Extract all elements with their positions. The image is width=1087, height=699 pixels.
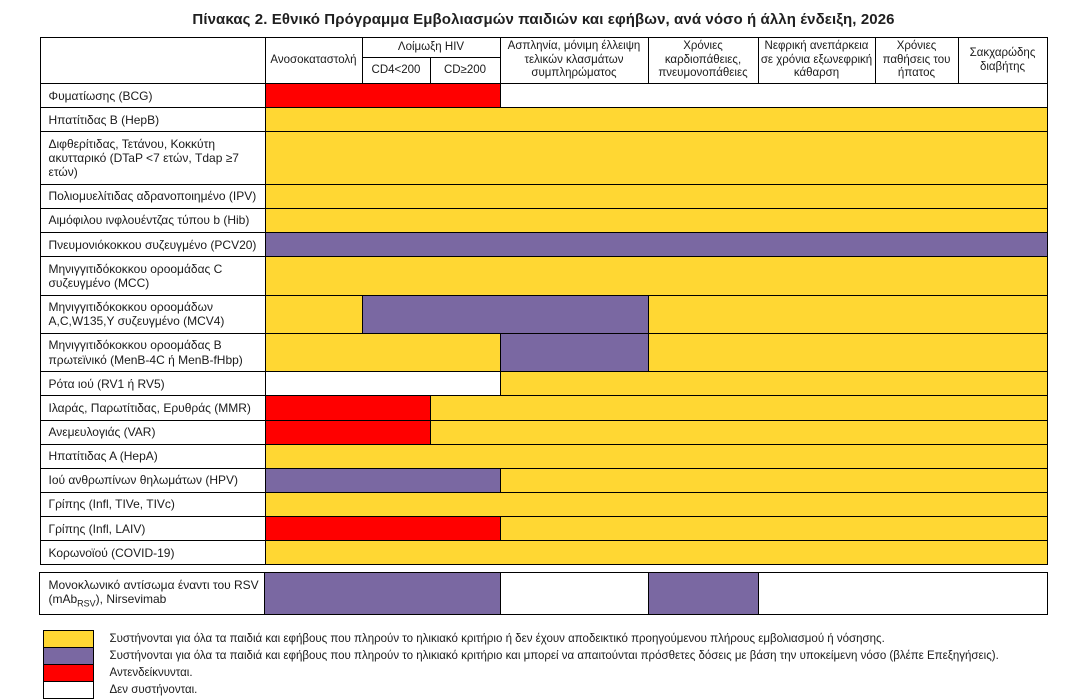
legend-item-recommended: Συστήνονται για όλα τα παιδιά και εφήβου… [42, 629, 1045, 648]
recommendation-cell-yellow [264, 256, 1048, 296]
vaccine-label: Γρίπης (Infl, TIVe, TIVc) [39, 491, 266, 518]
table-row: Ρότα ιού (RV1 ή RV5) [39, 371, 1048, 397]
legend-swatch-white [42, 680, 94, 699]
table-row: Ιού ανθρωπίνων θηλωμάτων (HPV) [39, 467, 1048, 493]
recommendation-cell-yellow [264, 332, 501, 373]
recommendation-cell-red [264, 516, 501, 542]
recommendation-cell-yellow [429, 395, 1048, 421]
table-row: Ηπατίτιδας Α (HepA) [39, 443, 1048, 469]
recommendation-cell-red [264, 419, 431, 445]
corner-cell [39, 37, 266, 84]
table-row: Κορωνοϊού (COVID-19) [39, 540, 1048, 566]
col-header-immunosuppression: Ανοσοκαταστολή [264, 37, 363, 84]
table-row: Μηνιγγιτιδόκοκκου οροομάδας C συζευγμένο… [39, 256, 1048, 296]
table-row: Ιλαράς, Παρωτίτιδας, Ερυθράς (MMR) [39, 395, 1048, 421]
recommendation-cell-red [264, 82, 501, 109]
vaccine-label: Ανεμευλογιάς (VAR) [39, 419, 266, 445]
recommendation-cell-red [264, 395, 431, 421]
rsv-table: Μονοκλωνικό αντίσωμα έναντι του RSV (mAb… [39, 572, 1048, 615]
vaccine-label: Μηνιγγιτιδόκοκκου οροομάδων A,C,W135,Y σ… [39, 294, 266, 334]
col-header-cd4-low: CD4<200 [361, 57, 431, 84]
recommendation-cell-yellow [647, 294, 1048, 334]
recommendation-cell-purple [499, 332, 649, 373]
recommendation-cell-purple [264, 572, 501, 615]
table-row: Μονοκλωνικό αντίσωμα έναντι του RSV (mAb… [39, 572, 1048, 615]
table-header: Ανοσοκαταστολή Λοίμωξη HIV Ασπληνία, μόν… [39, 37, 1048, 84]
vaccine-label: Πνευμονιόκοκκου συζευγμένο (PCV20) [39, 232, 266, 258]
recommendation-cell-white [264, 371, 501, 397]
table-row: Διφθερίτιδας, Τετάνου, Κοκκύτη ακυτταρικ… [39, 131, 1048, 185]
vaccine-label: Ιλαράς, Παρωτίτιδας, Ερυθράς (MMR) [39, 395, 266, 421]
page-title: Πίνακας 2. Εθνικό Πρόγραμμα Εμβολιασμών … [192, 11, 895, 28]
col-header-cd4-high: CD≥200 [429, 57, 501, 84]
vaccine-label: Αιμόφιλου ινφλουέντζας τύπου b (Hib) [39, 207, 266, 234]
legend: Συστήνονται για όλα τα παιδιά και εφήβου… [42, 629, 1045, 699]
recommendation-cell-yellow [499, 467, 1048, 493]
table-row: Φυματίωσης (BCG) [39, 82, 1048, 109]
recommendation-cell-yellow [499, 516, 1048, 542]
legend-item-recommended-extra-doses: Συστήνονται για όλα τα παιδιά και εφήβου… [42, 646, 1045, 665]
table-row: Πνευμονιόκοκκου συζευγμένο (PCV20) [39, 232, 1048, 258]
table-row: Ηπατίτιδας Β (HepB) [39, 107, 1048, 133]
recommendation-cell-yellow [264, 443, 1048, 469]
legend-swatch-red [42, 663, 94, 682]
table-row: Αιμόφιλου ινφλουέντζας τύπου b (Hib) [39, 207, 1048, 234]
col-header-diabetes: Σακχαρώδης διαβήτης [957, 37, 1048, 84]
table-row: Γρίπης (Infl, TIVe, TIVc) [39, 491, 1048, 518]
legend-item-contraindicated: Αντενδείκνυνται. [42, 663, 1045, 682]
col-group-hiv: Λοίμωξη HIV [361, 37, 501, 58]
vaccine-label: Μηνιγγιτιδόκοκκου οροομάδας Β πρωτεϊνικό… [39, 332, 266, 373]
table-row: Πολιομυελίτιδας αδρανοποιημένο (IPV) [39, 183, 1048, 209]
vaccine-label: Διφθερίτιδας, Τετάνου, Κοκκύτη ακυτταρικ… [39, 131, 266, 185]
recommendation-cell-yellow [264, 540, 1048, 566]
legend-label: Συστήνονται για όλα τα παιδιά και εφήβου… [109, 632, 885, 645]
recommendation-cell-yellow [264, 294, 363, 334]
table-row: Μηνιγγιτιδόκοκκου οροομάδας Β πρωτεϊνικό… [39, 332, 1048, 373]
recommendation-cell-white [499, 572, 649, 615]
col-header-renal: Νεφρική ανεπάρκεια σε χρόνια εξωνεφρική … [757, 37, 876, 84]
col-header-liver: Χρόνιες παθήσεις του ήπατος [874, 37, 959, 84]
vaccine-label: Ηπατίτιδας Α (HepA) [39, 443, 266, 469]
page: { "title": "Πίνακας 2. Εθνικό Πρόγραμμα … [0, 11, 1087, 699]
col-header-asplenia: Ασπληνία, μόνιμη έλλειψη τελικών κλασμάτ… [499, 37, 649, 84]
legend-swatch-yellow [42, 629, 94, 648]
vaccination-table: Ανοσοκαταστολή Λοίμωξη HIV Ασπληνία, μόν… [39, 37, 1048, 566]
legend-item-not-recommended: Δεν συστήνονται. [42, 680, 1045, 699]
recommendation-cell-yellow [499, 371, 1048, 397]
recommendation-cell-purple [647, 572, 759, 615]
recommendation-cell-yellow [264, 131, 1048, 185]
legend-label: Αντενδείκνυνται. [109, 666, 193, 679]
vaccine-label: Πολιομυελίτιδας αδρανοποιημένο (IPV) [39, 183, 266, 209]
vaccine-label: Ιού ανθρωπίνων θηλωμάτων (HPV) [39, 467, 266, 493]
vaccine-label: Μηνιγγιτιδόκοκκου οροομάδας C συζευγμένο… [39, 256, 266, 296]
vaccine-label: Ηπατίτιδας Β (HepB) [39, 107, 266, 133]
col-header-cardiopulmonary: Χρόνιες καρδιοπάθειες, πνευμονοπάθειες [647, 37, 759, 84]
vaccine-label: Ρότα ιού (RV1 ή RV5) [39, 371, 266, 397]
recommendation-cell-white [757, 572, 1048, 615]
recommendation-cell-yellow [264, 491, 1048, 518]
legend-label: Συστήνονται για όλα τα παιδιά και εφήβου… [109, 649, 999, 662]
main-table-body: Φυματίωσης (BCG) Ηπατίτιδας Β (HepB) Διφθε… [39, 82, 1048, 566]
recommendation-cell-yellow [264, 207, 1048, 234]
recommendation-cell-yellow [647, 332, 1048, 373]
vaccine-label: Γρίπης (Infl, LAIV) [39, 516, 266, 542]
table-row: Γρίπης (Infl, LAIV) [39, 516, 1048, 542]
recommendation-cell-purple [361, 294, 649, 334]
table-row: Ανεμευλογιάς (VAR) [39, 419, 1048, 445]
recommendation-cell-purple [264, 467, 501, 493]
recommendation-cell-purple [264, 232, 1048, 258]
table-row: Μηνιγγιτιδόκοκκου οροομάδων A,C,W135,Y σ… [39, 294, 1048, 334]
rsv-table-body: Μονοκλωνικό αντίσωμα έναντι του RSV (mAb… [39, 572, 1048, 615]
legend-swatch-purple [42, 646, 94, 665]
recommendation-cell-white [499, 82, 1048, 109]
recommendation-cell-yellow [264, 183, 1048, 209]
recommendation-cell-yellow [264, 107, 1048, 133]
legend-label: Δεν συστήνονται. [109, 683, 198, 696]
recommendation-cell-yellow [429, 419, 1048, 445]
vaccine-label: Μονοκλωνικό αντίσωμα έναντι του RSV (mAb… [39, 572, 266, 615]
vaccine-label: Φυματίωσης (BCG) [39, 82, 266, 109]
vaccine-label: Κορωνοϊού (COVID-19) [39, 540, 266, 566]
